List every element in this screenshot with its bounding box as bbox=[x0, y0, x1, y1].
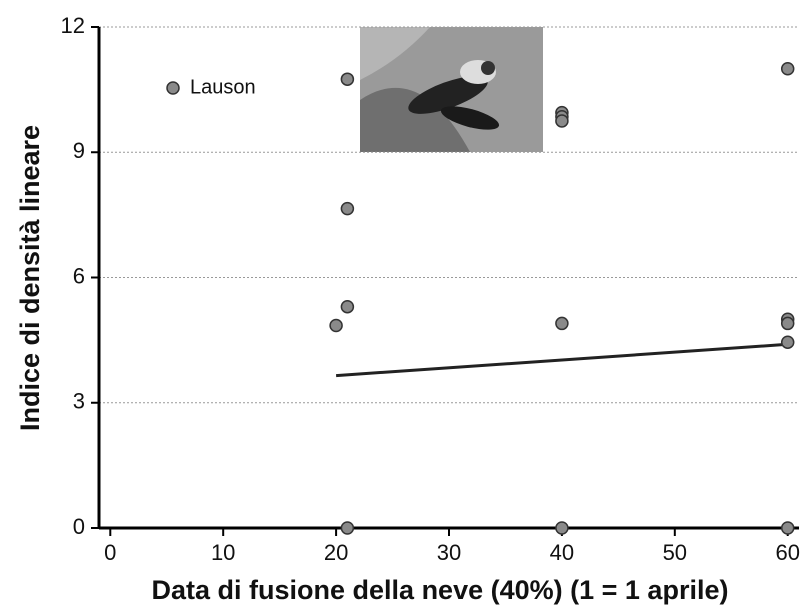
y-tick-label: 3 bbox=[73, 389, 85, 414]
data-point bbox=[340, 72, 355, 86]
data-point bbox=[340, 201, 355, 216]
x-tick-label: 20 bbox=[324, 540, 348, 565]
y-tick-label: 9 bbox=[73, 138, 85, 163]
data-point bbox=[340, 299, 355, 314]
x-tick-label: 10 bbox=[211, 540, 235, 565]
data-point bbox=[555, 316, 569, 331]
x-tick-label: 30 bbox=[437, 540, 461, 565]
trend-line bbox=[335, 342, 788, 378]
x-axis-label: Data di fusione della neve (40%) (1 = 1 … bbox=[152, 575, 729, 605]
bird-photo bbox=[360, 27, 543, 152]
y-tick-label: 0 bbox=[73, 514, 85, 539]
y-axis-label: Indice di densità lineare bbox=[15, 125, 45, 431]
y-tick-label: 6 bbox=[73, 263, 85, 288]
data-point bbox=[555, 521, 569, 535]
legend-marker bbox=[166, 81, 180, 95]
x-tick-label: 0 bbox=[104, 540, 116, 565]
data-point bbox=[780, 335, 795, 349]
data-point bbox=[340, 521, 355, 535]
x-tick-label: 40 bbox=[550, 540, 574, 565]
data-point bbox=[780, 62, 795, 76]
x-tick-label: 60 bbox=[775, 540, 799, 565]
legend-label: Lauson bbox=[190, 76, 256, 98]
data-point bbox=[555, 114, 569, 128]
data-point bbox=[780, 521, 795, 535]
y-tick-label: 12 bbox=[61, 13, 85, 38]
data-point bbox=[780, 316, 795, 331]
x-tick-label: 50 bbox=[663, 540, 687, 565]
data-point bbox=[329, 318, 343, 333]
